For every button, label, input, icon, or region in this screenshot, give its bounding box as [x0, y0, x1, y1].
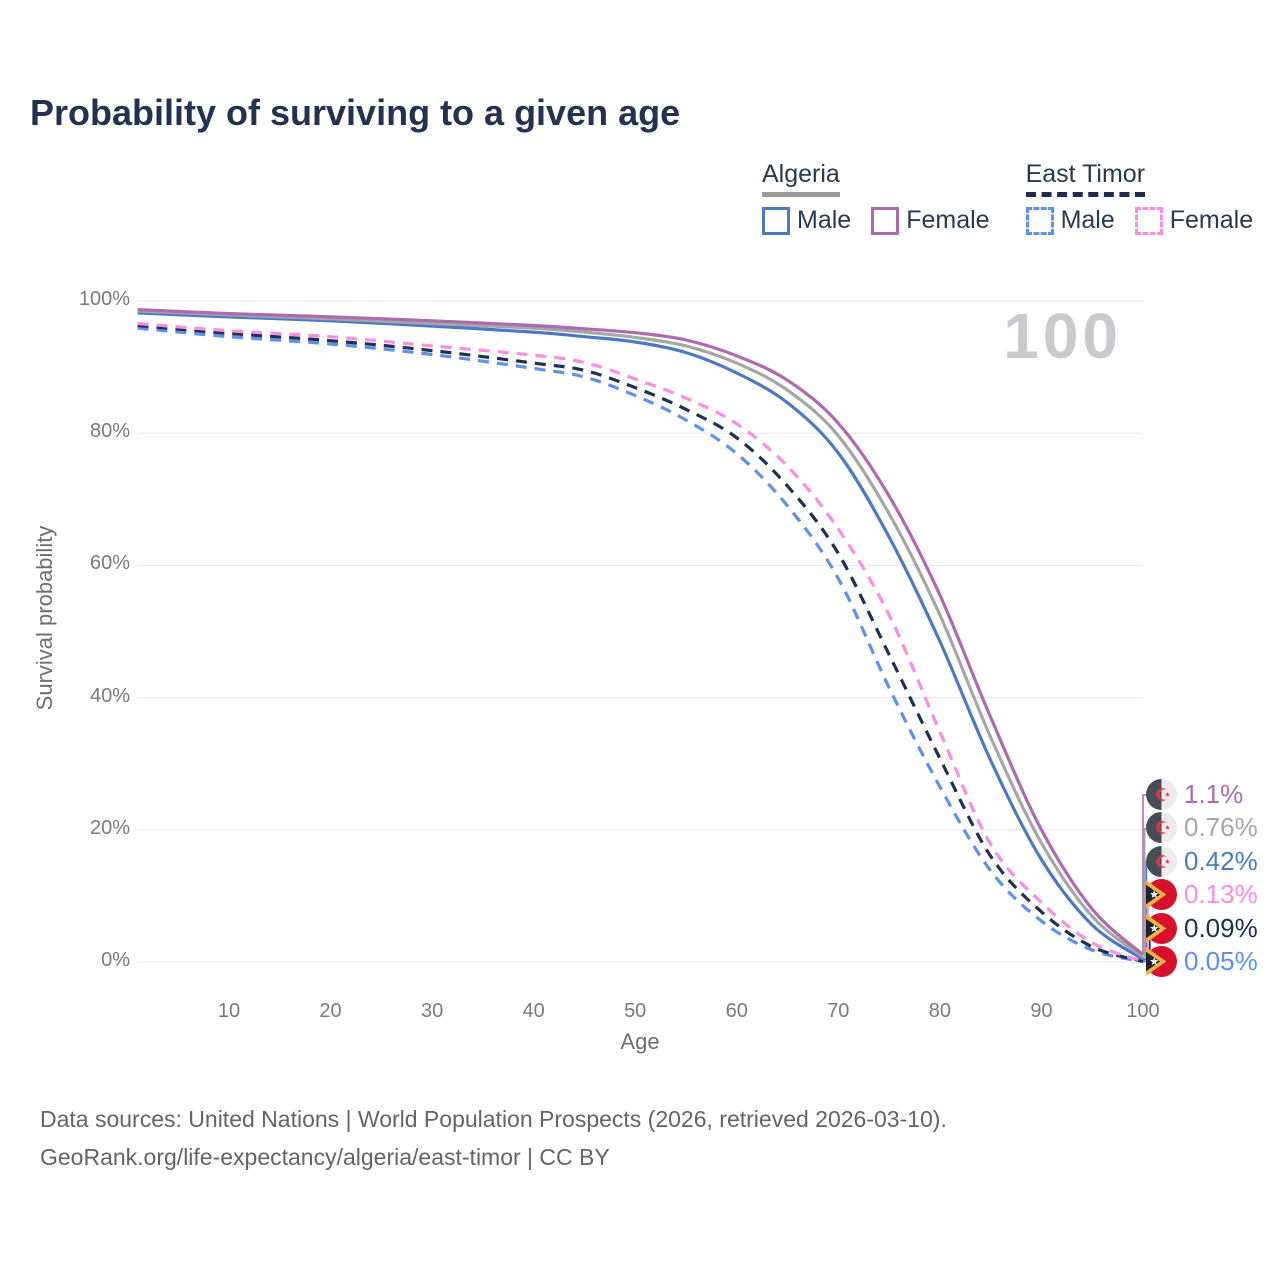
- x-tick-70: 70: [827, 1000, 850, 1022]
- end-value: 0.09%: [1184, 912, 1258, 943]
- legend-swatch-icon: [1134, 206, 1163, 235]
- x-tick-10: 10: [217, 1000, 241, 1022]
- end-label-algeria-female: 1.1%: [1146, 779, 1243, 810]
- series-line-east-timor-both-sexes[interactable]: [137, 323, 1144, 963]
- attribution-text: GeoRank.org/life-expectancy/algeria/east…: [40, 1144, 610, 1170]
- x-tick-50: 50: [624, 1000, 647, 1022]
- series-line-algeria-both-sexes[interactable]: [137, 309, 1144, 959]
- end-value: 0.13%: [1184, 879, 1258, 910]
- end-value: 0.76%: [1184, 812, 1258, 843]
- page-title: Probability of surviving to a given age: [30, 92, 681, 133]
- east-timor-flag-icon: [1146, 879, 1177, 911]
- series-line-east-timor-male[interactable]: [137, 326, 1144, 964]
- end-label-algeria-both-sexes: 0.76%: [1146, 812, 1258, 844]
- legend-group-title-east-timor: East Timor: [1025, 160, 1146, 197]
- legend-group-east-timor: East Timor Male Female: [1025, 160, 1254, 235]
- legend-item-label: Female: [906, 206, 990, 234]
- algeria-flag-icon: [1146, 779, 1177, 810]
- y-tick-60: 60%: [89, 552, 130, 575]
- algeria-flag-icon: [1146, 812, 1177, 844]
- x-tick-20: 20: [319, 1000, 342, 1022]
- x-tick-60: 60: [725, 1000, 748, 1022]
- y-tick-0: 0%: [101, 949, 130, 971]
- y-tick-40: 40%: [89, 684, 130, 707]
- legend-item-label: Male: [797, 206, 852, 234]
- y-tick-20: 20%: [89, 816, 130, 839]
- legend-item-label: Female: [1169, 206, 1254, 234]
- x-tick-30: 30: [420, 1000, 444, 1022]
- legend-group-algeria: Algeria Male Female: [762, 160, 990, 235]
- end-value: 0.05%: [1184, 946, 1258, 976]
- end-label-algeria-male: 0.42%: [1146, 845, 1258, 877]
- age-watermark: 100: [1003, 300, 1122, 372]
- x-tick-90: 90: [1030, 1000, 1053, 1022]
- series-line-east-timor-female[interactable]: [137, 321, 1144, 963]
- legend-item-east-timor-male[interactable]: Male: [1025, 206, 1115, 235]
- end-label-east-timor-female: 0.13%: [1146, 879, 1258, 911]
- x-tick-100: 100: [1126, 1000, 1160, 1022]
- legend-item-east-timor-female[interactable]: Female: [1134, 206, 1254, 235]
- x-tick-80: 80: [928, 1000, 951, 1022]
- legend-swatch-icon: [762, 206, 790, 235]
- legend-swatch-icon: [1025, 206, 1054, 235]
- legend-item-algeria-male[interactable]: Male: [762, 206, 851, 235]
- legend-group-title-algeria: Algeria: [762, 160, 840, 197]
- legend-item-algeria-female[interactable]: Female: [871, 206, 990, 235]
- end-value: 1.1%: [1184, 779, 1244, 809]
- legend: Algeria Male Female East Timor Male Female: [762, 160, 1253, 235]
- data-sources-text: Data sources: United Nations | World Pop…: [40, 1106, 947, 1132]
- y-tick-100: 100%: [78, 288, 130, 310]
- x-tick-40: 40: [522, 1000, 545, 1022]
- legend-item-label: Male: [1060, 206, 1115, 234]
- series-line-algeria-male[interactable]: [137, 311, 1144, 961]
- algeria-flag-icon: [1146, 845, 1177, 877]
- y-tick-80: 80%: [89, 420, 130, 443]
- y-axis-title: Survival probability: [32, 525, 57, 711]
- east-timor-flag-icon: [1146, 912, 1177, 944]
- end-label-east-timor-male: 0.05%: [1146, 946, 1258, 977]
- x-axis-title: Age: [620, 1029, 660, 1054]
- east-timor-flag-icon: [1146, 946, 1177, 977]
- end-value: 0.42%: [1184, 845, 1258, 876]
- legend-swatch-icon: [871, 206, 900, 235]
- end-label-east-timor-both-sexes: 0.09%: [1146, 912, 1258, 944]
- series-line-algeria-female[interactable]: [137, 308, 1145, 956]
